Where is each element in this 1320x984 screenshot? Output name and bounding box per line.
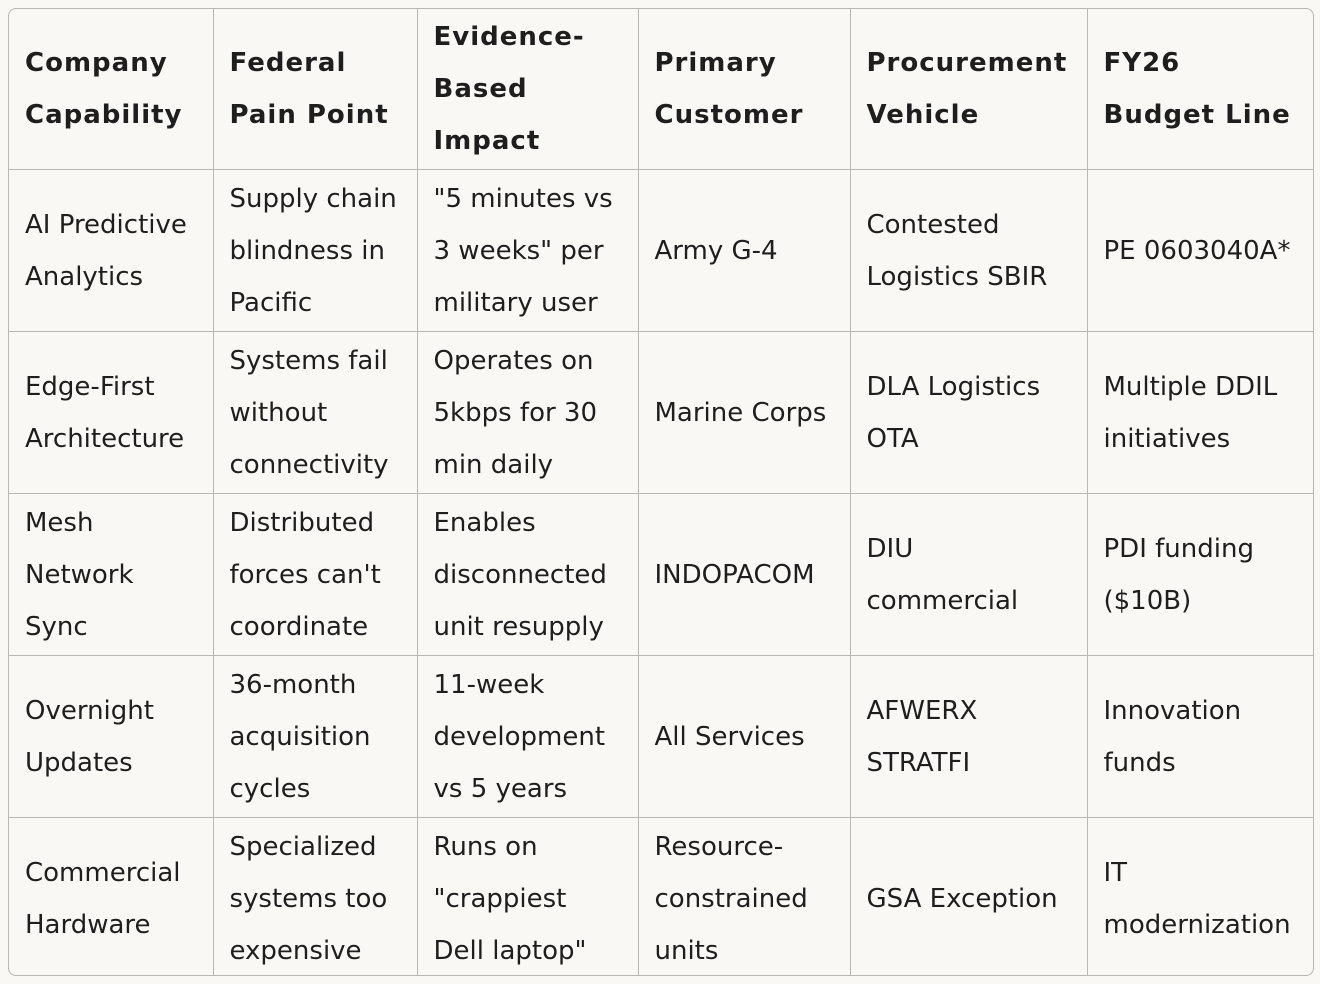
cell-capability: AI Predictive Analytics: [9, 169, 214, 332]
header-federal-pain-point: Federal Pain Point: [212, 9, 418, 170]
cell-pain-point: 36-month acquisition cycles: [212, 655, 418, 818]
cell-customer: Resource-constrained units: [637, 817, 851, 975]
cell-impact: Enables disconnected unit resupply: [416, 493, 639, 656]
cell-budget-line: PDI funding ($10B): [1086, 493, 1313, 656]
header-evidence-based-impact: Evidence-Based Impact: [416, 9, 639, 170]
cell-capability: Overnight Updates: [9, 655, 214, 818]
table-row: Overnight Updates 36-month acquisition c…: [9, 655, 1313, 818]
cell-pain-point: Specialized systems too expensive: [212, 817, 418, 975]
capability-table: Company Capability Federal Pain Point Ev…: [9, 9, 1313, 975]
cell-capability: Mesh Network Sync: [9, 493, 214, 656]
table-container: Company Capability Federal Pain Point Ev…: [8, 8, 1314, 976]
cell-customer: INDOPACOM: [637, 493, 851, 656]
table-row: AI Predictive Analytics Supply chain bli…: [9, 169, 1313, 332]
cell-customer: Marine Corps: [637, 331, 851, 494]
cell-customer: All Services: [637, 655, 851, 818]
cell-pain-point: Systems fail without connectivity: [212, 331, 418, 494]
cell-budget-line: IT modernization: [1086, 817, 1313, 975]
cell-impact: "5 minutes vs 3 weeks" per military user: [416, 169, 639, 332]
table-row: Edge-First Architecture Systems fail wit…: [9, 331, 1313, 494]
cell-impact: Runs on "crappiest Dell laptop": [416, 817, 639, 975]
cell-impact: Operates on 5kbps for 30 min daily: [416, 331, 639, 494]
cell-customer: Army G-4: [637, 169, 851, 332]
header-procurement-vehicle: Procurement Vehicle: [849, 9, 1088, 170]
cell-procurement: DLA Logistics OTA: [849, 331, 1088, 494]
cell-budget-line: PE 0603040A*: [1086, 169, 1313, 332]
cell-pain-point: Supply chain blindness in Pacific: [212, 169, 418, 332]
cell-impact: 11-week development vs 5 years: [416, 655, 639, 818]
cell-procurement: DIU commercial: [849, 493, 1088, 656]
header-row: Company Capability Federal Pain Point Ev…: [9, 9, 1313, 170]
cell-procurement: GSA Exception: [849, 817, 1088, 975]
cell-budget-line: Innovation funds: [1086, 655, 1313, 818]
cell-procurement: AFWERX STRATFI: [849, 655, 1088, 818]
table-row: Mesh Network Sync Distributed forces can…: [9, 493, 1313, 656]
cell-pain-point: Distributed forces can't coordinate: [212, 493, 418, 656]
header-fy26-budget-line: FY26 Budget Line: [1086, 9, 1313, 170]
cell-capability: Commercial Hardware: [9, 817, 214, 975]
header-company-capability: Company Capability: [9, 9, 214, 170]
table-row: Commercial Hardware Specialized systems …: [9, 817, 1313, 975]
cell-budget-line: Multiple DDIL initiatives: [1086, 331, 1313, 494]
cell-procurement: Contested Logistics SBIR: [849, 169, 1088, 332]
header-primary-customer: Primary Customer: [637, 9, 851, 170]
cell-capability: Edge-First Architecture: [9, 331, 214, 494]
